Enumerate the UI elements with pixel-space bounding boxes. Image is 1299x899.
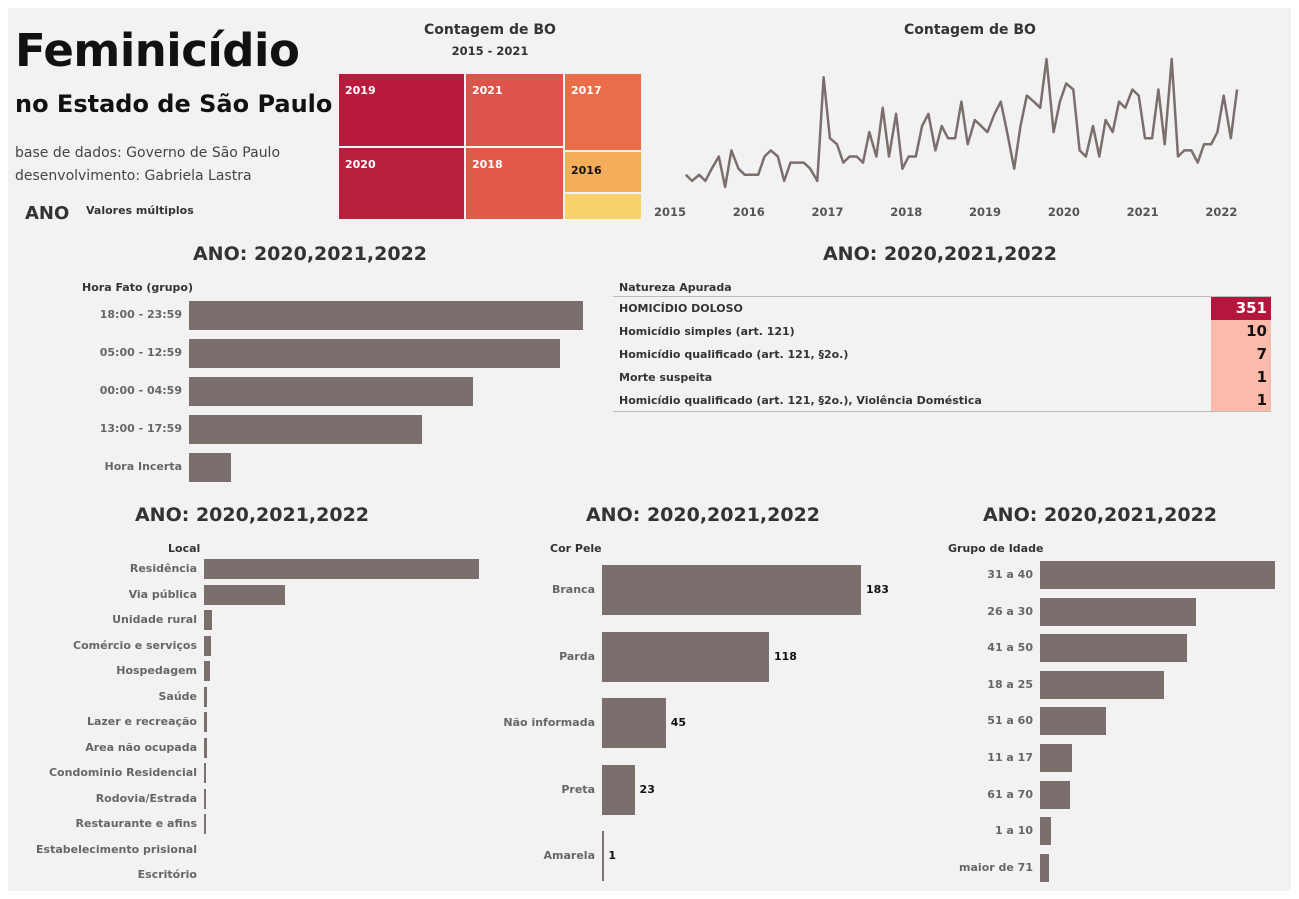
- table-row-label: Homicídio qualificado (art. 121, §2o.): [619, 348, 849, 361]
- line-series: [684, 57, 1239, 189]
- table-value: 351: [1235, 299, 1267, 317]
- table-value: 7: [1256, 345, 1267, 363]
- table-header-divider: [613, 296, 1271, 297]
- table-value: 10: [1246, 322, 1267, 340]
- treemap-subtitle: 2015 - 2021: [451, 44, 529, 58]
- table-row-label: HOMICÍDIO DOLOSO: [619, 302, 743, 315]
- table-value-cell: 1: [1211, 366, 1271, 389]
- table-value: 1: [1256, 391, 1267, 409]
- skin-chart-header: Cor Pele: [550, 542, 602, 555]
- table-row-label: Homicídio simples (art. 121): [619, 325, 795, 338]
- treemap-tile-2020: 2020: [338, 147, 465, 220]
- treemap-tile-label: 2020: [345, 158, 376, 171]
- x-tick-label: 2017: [812, 205, 844, 219]
- treemap-tile-2016: 2016: [564, 151, 642, 193]
- age-chart-header: Grupo de Idade: [948, 542, 1044, 555]
- nature-section-title: ANO: 2020,2021,2022: [822, 243, 1058, 265]
- x-tick-label: 2015: [654, 205, 686, 219]
- table-row: Homicídio qualificado (art. 121, §2o.) 7: [613, 343, 1271, 366]
- table-value-cell: 7: [1211, 343, 1271, 366]
- age-section-title: ANO: 2020,2021,2022: [982, 504, 1218, 526]
- table-row-label: Morte suspeita: [619, 371, 713, 384]
- table-row: HOMICÍDIO DOLOSO 351: [613, 297, 1271, 320]
- table-footer-divider: [613, 411, 1271, 412]
- treemap-tile-2019: 2019: [338, 73, 465, 147]
- table-value-cell: 10: [1211, 320, 1271, 343]
- treemap-chart: 2019 2020 2021 2018 2017 2016: [338, 73, 642, 220]
- hour-section-title: ANO: 2020,2021,2022: [192, 243, 428, 265]
- x-tick-label: 2018: [890, 205, 922, 219]
- place-section-title: ANO: 2020,2021,2022: [134, 504, 370, 526]
- treemap-tile-label: 2021: [472, 84, 503, 97]
- table-row: Homicídio simples (art. 121) 10: [613, 320, 1271, 343]
- x-tick-label: 2016: [733, 205, 765, 219]
- table-value: 1: [1256, 368, 1267, 386]
- dashboard-subtitle: no Estado de São Paulo: [15, 90, 333, 118]
- x-tick-label: 2020: [1048, 205, 1080, 219]
- x-tick-label: 2022: [1205, 205, 1237, 219]
- treemap-tile-label: 2018: [472, 158, 503, 171]
- author-text: desenvolvimento: Gabriela Lastra: [15, 168, 252, 184]
- line-chart: 2015 2016 2017 2018 2019 2020 2021 2022: [654, 57, 1239, 219]
- table-value-cell: 1: [1211, 389, 1271, 412]
- table-row: Homicídio qualificado (art. 121, §2o.), …: [613, 389, 1271, 412]
- skin-section-title: ANO: 2020,2021,2022: [585, 504, 821, 526]
- table-row-label: Homicídio qualificado (art. 121, §2o.), …: [619, 394, 982, 407]
- treemap-tile-label: 2019: [345, 84, 376, 97]
- line-chart-title: Contagem de BO: [904, 22, 1036, 38]
- nature-table: HOMICÍDIO DOLOSO 351 Homicídio simples (ar…: [613, 297, 1271, 412]
- x-tick-label: 2021: [1127, 205, 1159, 219]
- treemap-title: Contagem de BO: [424, 22, 556, 38]
- treemap-tile-label: 2017: [571, 84, 602, 97]
- dashboard-title: Feminicídio: [15, 24, 300, 77]
- treemap-tile-other: [564, 193, 642, 220]
- data-source-text: base de dados: Governo de São Paulo: [15, 145, 281, 161]
- treemap-tile-label: 2016: [571, 164, 602, 177]
- treemap-tile-2018: 2018: [465, 147, 564, 220]
- x-tick-label: 2019: [969, 205, 1001, 219]
- hour-chart-header: Hora Fato (grupo): [82, 281, 193, 294]
- place-chart-header: Local: [168, 542, 201, 555]
- treemap-tile-2017: 2017: [564, 73, 642, 151]
- table-row: Morte suspeita 1: [613, 366, 1271, 389]
- year-filter-label: ANO: [25, 203, 70, 224]
- table-value-cell: 351: [1211, 297, 1271, 320]
- nature-table-header: Natureza Apurada: [619, 281, 732, 294]
- year-filter-value[interactable]: Valores múltiplos: [86, 204, 194, 217]
- treemap-tile-2021: 2021: [465, 73, 564, 147]
